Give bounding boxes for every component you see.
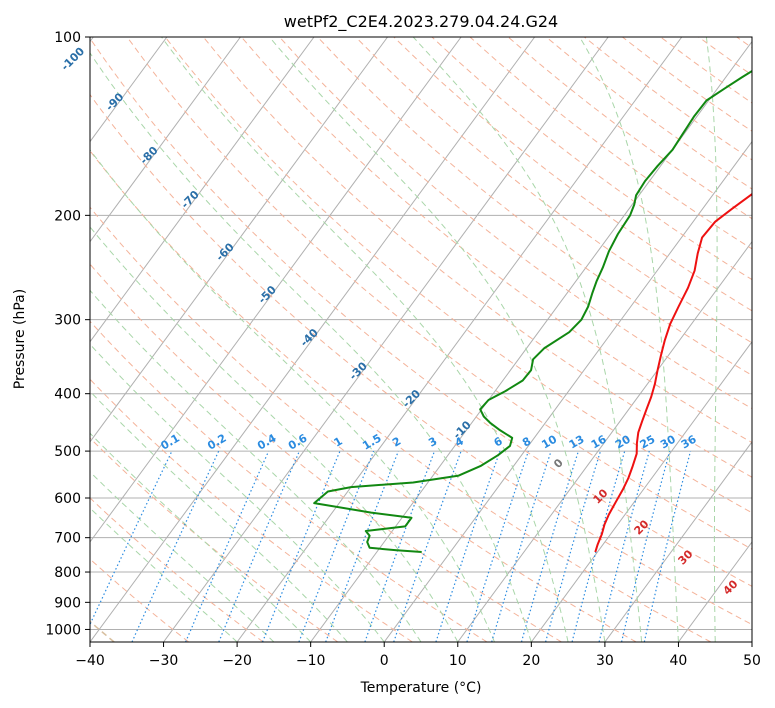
moist-adiabat-line bbox=[90, 390, 348, 642]
plot-frame bbox=[89, 36, 753, 643]
y-tick-label: 200 bbox=[54, 208, 81, 224]
x-tick-label: 10 bbox=[449, 653, 467, 669]
isotherm-line bbox=[604, 441, 752, 642]
dry-adiabat-line bbox=[90, 37, 752, 587]
dry-adiabat-line bbox=[317, 37, 752, 376]
moist-adiabat-line bbox=[90, 343, 385, 642]
mixing-ratio-line bbox=[325, 450, 399, 642]
mixing-ratio-line bbox=[435, 450, 501, 642]
dry-adiabat-line bbox=[90, 150, 712, 642]
dry-adiabat-line bbox=[90, 378, 413, 642]
mixing-ratio-line bbox=[298, 450, 375, 642]
dry-adiabat-line bbox=[164, 37, 752, 514]
mixing-ratio-line bbox=[571, 450, 626, 642]
mixing-ratio-line bbox=[185, 450, 270, 642]
isotherm-line bbox=[751, 641, 752, 642]
chart-title: wetPf2_C2E4.2023.279.04.24.G24 bbox=[284, 12, 558, 32]
mixing-ratio-line bbox=[261, 450, 341, 642]
moist-adiabat-line bbox=[90, 289, 422, 642]
moist-adiabat-line bbox=[90, 52, 532, 642]
background-lines bbox=[90, 37, 752, 642]
isotherm-line bbox=[383, 140, 752, 642]
moist-adiabat-line bbox=[579, 37, 679, 642]
mixing-ratio-line bbox=[520, 450, 579, 642]
y-tick-label: 700 bbox=[54, 531, 81, 547]
moist-adiabat-line bbox=[90, 507, 238, 642]
dry-adiabat-line bbox=[355, 37, 752, 344]
dry-adiabat-line bbox=[126, 37, 752, 550]
mixing-ratio-line bbox=[218, 450, 300, 642]
dry-adiabat-label: -100 bbox=[59, 44, 88, 73]
moist-adiabat-line bbox=[90, 149, 496, 642]
dry-adiabat-line bbox=[393, 37, 752, 312]
moist-adiabat-line bbox=[161, 37, 569, 642]
mixing-ratio-line bbox=[545, 450, 602, 642]
isotherm-line bbox=[530, 340, 752, 642]
moist-adiabat-line bbox=[705, 37, 718, 642]
x-tick-label: 0 bbox=[380, 653, 389, 669]
y-tick-label: 1000 bbox=[45, 622, 81, 638]
isotherm-line bbox=[90, 37, 536, 642]
isotherm-line bbox=[90, 37, 388, 443]
y-tick-label: 900 bbox=[54, 595, 81, 611]
mixing-ratio-line bbox=[491, 450, 552, 642]
mixing-ratio-line bbox=[643, 450, 692, 642]
x-tick-label: −10 bbox=[296, 653, 326, 669]
dry-adiabat-line bbox=[90, 263, 562, 642]
isotherm-line bbox=[90, 37, 462, 543]
axes: −40 −30 −20 −10 0 10 20 30 40 50 1000 900 800 700 600 5… bbox=[45, 30, 761, 669]
y-tick-label: 400 bbox=[54, 387, 81, 403]
isotherm-line bbox=[457, 240, 752, 642]
x-axis-label: Temperature (°C) bbox=[360, 680, 482, 696]
isotherm-line bbox=[236, 37, 683, 642]
mixing-ratio-line bbox=[466, 450, 529, 642]
moist-adiabat-line bbox=[90, 471, 275, 642]
temperature-profile-line bbox=[594, 192, 752, 553]
dry-adiabat-line bbox=[90, 206, 637, 642]
x-tick-label: 30 bbox=[596, 653, 614, 669]
x-tick-label: −40 bbox=[75, 653, 105, 669]
x-tick-label: −20 bbox=[222, 653, 252, 669]
isotherm-line bbox=[90, 37, 168, 143]
profile-lines bbox=[313, 69, 752, 553]
y-tick-label: 100 bbox=[54, 30, 81, 46]
x-tick-label: 50 bbox=[743, 653, 761, 669]
isotherm-line bbox=[90, 37, 241, 243]
moist-adiabat-line bbox=[269, 37, 606, 642]
isotherm-line bbox=[90, 37, 315, 343]
x-tick-label: −30 bbox=[149, 653, 179, 669]
mixing-ratio-line bbox=[364, 450, 436, 642]
y-axis-label: Pressure (hPa) bbox=[12, 289, 28, 389]
dry-adiabat-line bbox=[90, 93, 752, 626]
y-tick-label: 500 bbox=[54, 444, 81, 460]
x-tick-label: 20 bbox=[522, 653, 540, 669]
dewpoint-profile-line bbox=[313, 69, 752, 553]
mixing-ratio-line bbox=[598, 450, 650, 642]
mixing-ratio-line bbox=[621, 450, 671, 642]
y-tick-label: 300 bbox=[54, 313, 81, 329]
y-tick-label: 600 bbox=[54, 491, 81, 507]
x-tick-label: 40 bbox=[670, 653, 688, 669]
mixing-ratio-line bbox=[393, 450, 462, 642]
isotherm-line bbox=[163, 37, 609, 642]
moist-adiabat-line bbox=[90, 226, 459, 642]
y-tick-label: 800 bbox=[54, 565, 81, 581]
